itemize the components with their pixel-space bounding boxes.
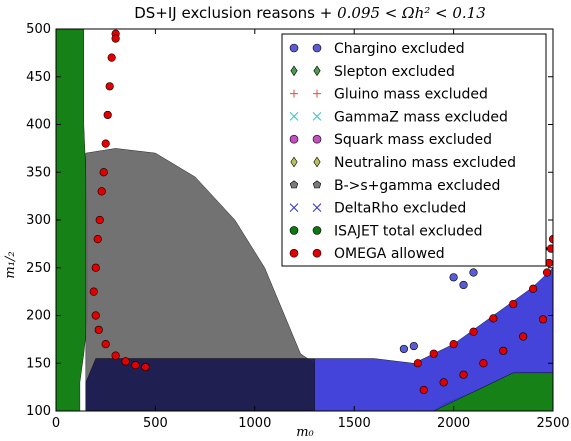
chart-title: DS+IJ exclusion reasons + 0.095 < Ωh² < … [134,4,486,22]
x-axis-label: m₀ [296,425,314,440]
point-omega-allowed [429,349,438,358]
y-tick-label: 450 [26,70,51,85]
point-omega-allowed [121,357,130,366]
legend-marker-b-s-gamma-excluded [289,180,299,189]
y-axis-label: m₁/₂ [3,251,18,278]
legend-marker-squark-mass-excluded [312,134,322,144]
y-tick-label: 350 [26,165,51,180]
point-omega-allowed [141,362,150,372]
legend-label-gluino-mass-excluded: Gluino mass excluded [334,87,488,103]
region-b-s-gamma-excluded [85,148,315,411]
legend-label-squark-mass-excluded: Squark mass excluded [334,132,492,148]
x-tick-label: 1500 [338,416,371,431]
point-omega-allowed [548,235,553,244]
region-deltarho-excluded [85,358,315,411]
legend-label-gammaz-mass-excluded: GammaZ mass excluded [334,109,508,125]
point-omega-allowed [499,346,508,355]
legend-label-omega-allowed: OMEGA allowed [334,246,445,262]
point-omega-allowed [107,53,116,62]
point-omega-allowed [459,370,468,379]
legend-marker-slepton-excluded [313,65,321,77]
y-tick-label: 250 [26,261,51,276]
x-tick-label: 2000 [437,416,470,431]
point-omega-allowed [479,359,488,368]
legend-box [281,33,547,267]
y-tick-label: 100 [26,404,51,419]
point-omega-allowed [95,215,104,225]
point-omega-allowed [101,340,110,349]
x-tick-label: 500 [143,416,168,431]
y-tick-label: 400 [26,118,51,133]
point-chargino-excluded [449,273,458,282]
point-omega-allowed [91,311,100,320]
point-omega-allowed [111,351,120,360]
legend-marker-omega-allowed [289,248,299,258]
point-omega-allowed [529,284,538,293]
y-tick-label: 300 [26,213,51,228]
legend-label-neutralino-mass-excluded: Neutralino mass excluded [334,155,516,171]
legend-marker-isajet-total-excluded [312,226,322,235]
point-omega-allowed [94,325,103,334]
point-omega-allowed [97,187,106,196]
point-omega-allowed [111,34,120,43]
legend-marker-slepton-excluded [290,65,298,77]
legend-label-isajet-total-excluded: ISAJET total excluded [334,223,483,239]
point-chargino-excluded [469,268,478,277]
legend: Chargino excluded Slepton excluded Gluino … [281,33,547,267]
point-omega-allowed [489,314,498,323]
point-chargino-excluded [459,280,468,290]
point-omega-allowed [105,82,114,91]
point-omega-allowed [91,263,100,272]
chart-title-math: 0.095 < Ωh² < 0.13 [337,4,486,22]
point-omega-allowed [538,315,548,324]
legend-label-b-s-gamma-excluded: B->s+gamma excluded [334,178,500,194]
y-tick-label: 150 [26,356,51,371]
x-tick-label: 2500 [536,416,569,431]
point-omega-allowed [439,378,448,387]
legend-marker-deltarho-excluded [312,203,322,212]
y-axis: 100 150 200 250 300 350 400 450 500 [26,22,553,419]
point-omega-allowed [469,327,478,336]
point-omega-allowed [101,139,110,148]
legend-marker-gammaz-mass-excluded [312,112,322,121]
legend-marker-deltarho-excluded [289,203,299,212]
legend-marker-omega-allowed [312,248,322,258]
point-chargino-excluded [399,344,409,354]
legend-marker-neutralino-mass-excluded [313,156,321,168]
x-tick-label: 1000 [238,416,271,431]
point-omega-allowed [413,359,422,368]
point-omega-allowed [89,287,98,296]
legend-label-slepton-excluded: Slepton excluded [334,64,455,80]
legend-marker-neutralino-mass-excluded [290,156,298,168]
legend-marker-gluino-mass-excluded [290,89,298,98]
legend-marker-chargino-excluded [289,43,299,53]
legend-label-chargino-excluded: Chargino excluded [334,41,465,57]
y-tick-label: 500 [26,22,51,37]
legend-label-deltarho-excluded: DeltaRho excluded [334,201,466,217]
legend-marker-chargino-excluded [312,43,322,53]
point-omega-allowed [449,340,458,349]
point-chargino-excluded [409,341,418,351]
point-omega-allowed [131,361,140,370]
legend-marker-gammaz-mass-excluded [289,112,299,121]
point-omega-allowed [542,268,552,277]
point-omega-allowed [99,168,108,177]
x-axis: 0 500 1000 1500 2000 2500 [52,29,570,431]
point-omega-allowed [419,385,428,395]
y-tick-label: 200 [26,309,51,324]
legend-marker-b-s-gamma-excluded [312,180,322,189]
point-omega-allowed [103,110,112,120]
point-omega-allowed [519,332,528,341]
point-omega-allowed [546,244,553,253]
legend-marker-gluino-mass-excluded [313,89,321,98]
x-tick-label: 0 [52,416,60,431]
point-omega-allowed [509,299,518,309]
legend-marker-isajet-total-excluded [289,226,299,235]
point-omega-allowed [93,235,102,244]
legend-marker-squark-mass-excluded [289,134,299,144]
chart-title-text: DS+IJ exclusion reasons + [134,4,337,22]
